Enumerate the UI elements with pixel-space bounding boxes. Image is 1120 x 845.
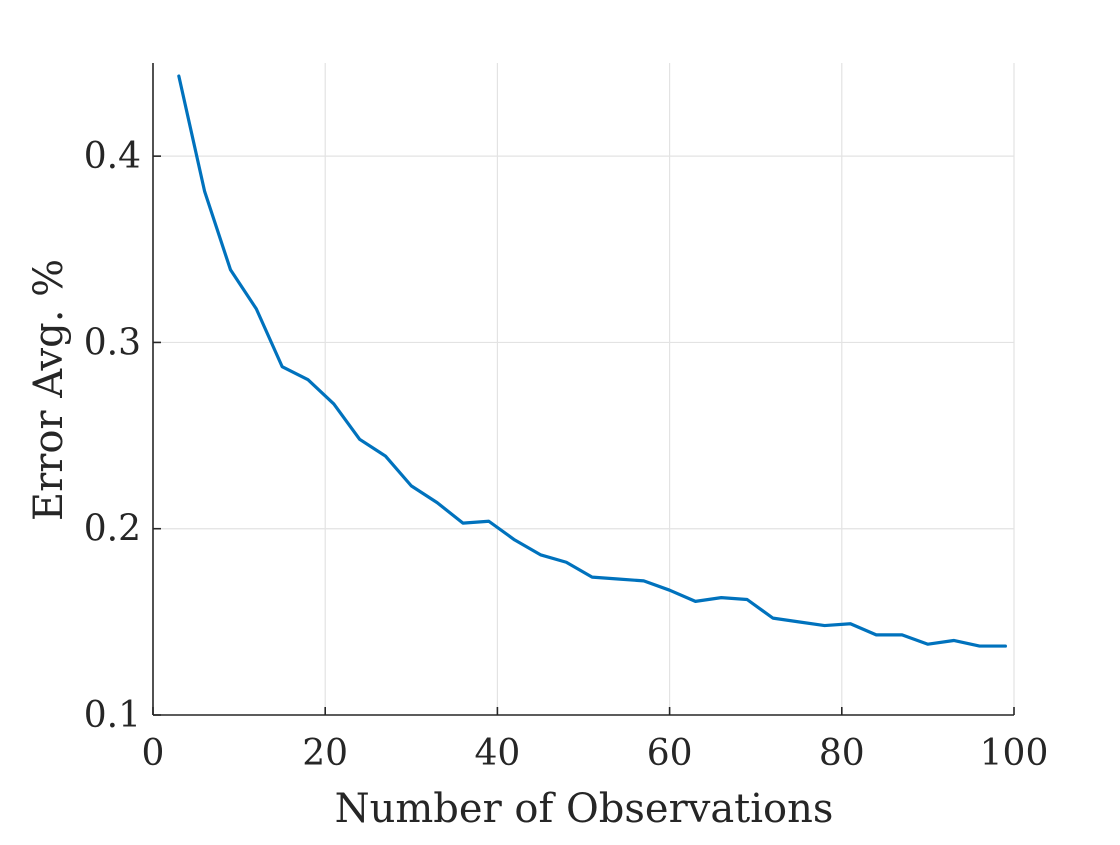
y-tick-label: 0.3 (84, 322, 141, 363)
data-series (177, 74, 1007, 648)
grid-lines (153, 63, 1015, 715)
x-tick-label: 40 (474, 733, 520, 774)
x-tick-label: 20 (302, 733, 348, 774)
y-tick-label: 0.4 (84, 136, 141, 177)
y-tick-label: 0.2 (84, 509, 141, 550)
x-tick-label: 80 (819, 733, 865, 774)
tick-labels: 0 20 40 60 80 100 0.1 0.2 0.3 0.4 (84, 136, 1049, 774)
y-tick-label: 0.1 (84, 695, 141, 736)
x-tick-label: 0 (142, 733, 165, 774)
x-tick-label: 100 (980, 733, 1049, 774)
y-axis-label: Error Avg. % (26, 259, 72, 521)
x-axis-label: Number of Observations (335, 786, 834, 832)
series-line (177, 74, 1007, 648)
tick-marks (152, 155, 1015, 716)
axes (152, 63, 1014, 716)
x-tick-label: 60 (647, 733, 693, 774)
